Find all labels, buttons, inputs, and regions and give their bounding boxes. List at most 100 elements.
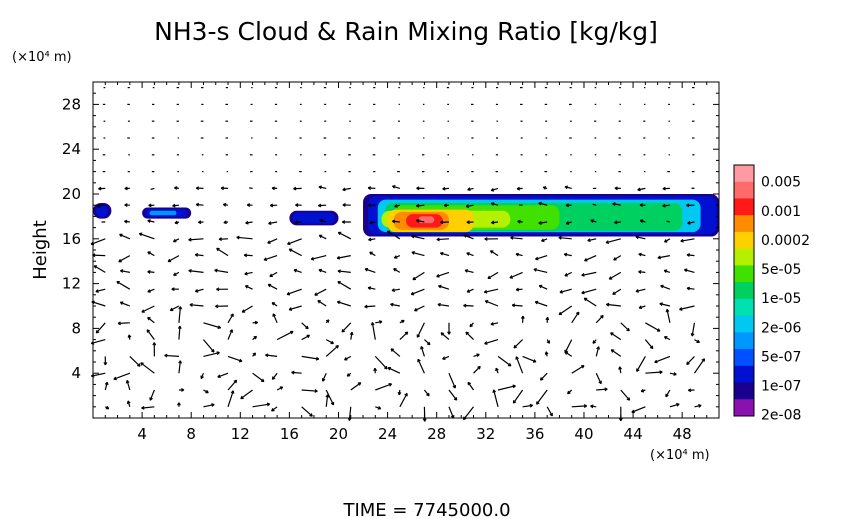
wind-vector	[227, 355, 243, 362]
wind-vector	[437, 303, 450, 307]
wind-vector	[538, 285, 548, 290]
wind-vector-head	[495, 367, 499, 372]
wind-vector-head	[287, 241, 291, 246]
wind-vector	[288, 248, 302, 257]
colorbar-swatch	[734, 181, 754, 199]
wind-vector-head	[378, 320, 383, 324]
wind-vector	[463, 406, 474, 420]
cloud-core	[418, 216, 435, 224]
wind-vector	[91, 339, 106, 345]
wind-vector-head	[483, 289, 488, 294]
y-unit-label: (×10⁴ m)	[12, 50, 72, 65]
wind-vector-head	[539, 377, 544, 381]
wind-vector-head	[103, 362, 108, 366]
cloud-core	[149, 210, 177, 216]
wind-vector	[399, 331, 409, 341]
wind-vector-head	[654, 359, 658, 364]
wind-vector	[490, 322, 499, 325]
wind-vector-head	[626, 397, 631, 401]
wind-vector	[214, 269, 229, 273]
wind-vector-head	[534, 300, 539, 305]
colorbar-label: 0.0002	[761, 233, 810, 249]
wind-vector-head	[686, 253, 690, 257]
wind-vector-head	[291, 370, 295, 375]
wind-vector-head	[404, 331, 409, 336]
wind-vector-head	[195, 202, 200, 207]
wind-vector-head	[515, 356, 519, 360]
wind-vector	[417, 358, 425, 374]
wind-vector	[620, 322, 630, 332]
wind-vector	[141, 406, 155, 409]
wind-vector-head	[271, 302, 276, 306]
wind-vector	[341, 322, 352, 333]
wind-vector	[440, 332, 450, 341]
wind-vector-head	[271, 376, 276, 380]
wind-vector-head	[638, 252, 642, 257]
y-axis: 4 8 12 16 20 24 28	[62, 92, 719, 408]
x-tick-label: 40	[574, 425, 593, 443]
wind-vector-head	[189, 303, 193, 307]
wind-vector	[533, 268, 548, 273]
wind-vector-head	[420, 346, 424, 350]
x-tick-label: 36	[525, 425, 544, 443]
wind-vector-head	[265, 353, 269, 358]
wind-vector-head	[563, 252, 568, 257]
wind-vector	[610, 332, 622, 341]
x-tick-label: 4	[137, 425, 147, 443]
wind-vector-head	[267, 283, 272, 288]
wind-vector	[497, 385, 516, 391]
wind-vector-head	[252, 352, 257, 357]
wind-vector	[342, 187, 351, 191]
colorbar-swatch	[734, 365, 754, 384]
colorbar-label: 2e-08	[761, 408, 801, 424]
wind-vector-head	[318, 185, 322, 190]
wind-vector-head	[656, 328, 661, 332]
colorbar: 0.005 0.001 0.0002 5e-05 1e-05 2e-06 5e-07 1e-0…	[733, 164, 810, 424]
y-tick-label: 12	[62, 275, 81, 293]
wind-vector-head	[370, 322, 375, 326]
wind-vector	[293, 269, 302, 273]
wind-vector-head	[659, 370, 663, 375]
wind-vector-head	[215, 304, 219, 309]
wind-vector	[119, 233, 131, 240]
wind-vector-head	[373, 367, 378, 372]
wind-vector-head	[640, 388, 645, 393]
wind-vector-head	[315, 356, 320, 361]
wind-vector	[410, 288, 425, 295]
wind-vector-head	[93, 265, 98, 269]
wind-vector-head	[230, 313, 234, 317]
wind-vector	[249, 187, 253, 189]
wind-vector-head	[535, 256, 539, 261]
wind-vector	[245, 285, 253, 290]
wind-vector-head	[538, 221, 542, 225]
colorbar-swatch	[734, 265, 754, 283]
wind-vector-head	[511, 303, 516, 308]
x-unit-label: (×10⁴ m)	[650, 448, 710, 463]
wind-vector-head	[214, 268, 218, 273]
wind-vector-head	[387, 366, 392, 371]
wind-vector-head	[272, 313, 276, 317]
wind-vector	[272, 313, 278, 324]
x-tick-label: 8	[186, 425, 196, 443]
colorbar-label: 2e-06	[761, 320, 801, 336]
wind-vector	[564, 253, 572, 257]
wind-vector-head	[346, 373, 351, 377]
wind-vector-head	[220, 186, 225, 191]
wind-vector-head	[222, 202, 227, 207]
wind-vector-head	[680, 238, 684, 243]
wind-vector	[276, 330, 294, 341]
wind-vector	[540, 372, 548, 381]
wind-vector	[287, 238, 302, 245]
wind-vector-head	[245, 220, 249, 225]
wind-vector-head	[542, 186, 547, 190]
wind-vector-head	[305, 325, 309, 330]
wind-vector	[536, 389, 548, 405]
wind-vector	[638, 271, 646, 273]
wind-vector	[659, 303, 671, 307]
wind-vector-head	[608, 276, 613, 280]
wind-vector-head	[533, 267, 537, 272]
wind-vector-head	[584, 257, 588, 262]
wind-vector-head	[198, 220, 202, 225]
wind-vector	[463, 234, 474, 240]
wind-vector-head	[244, 271, 248, 276]
